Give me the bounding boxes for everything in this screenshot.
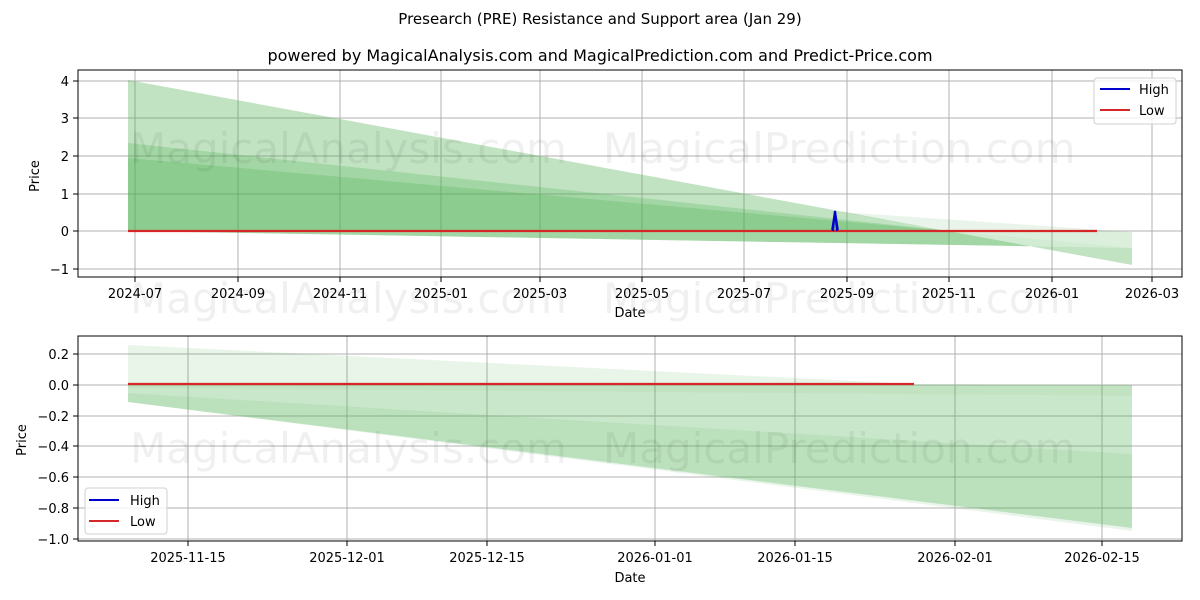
- x-tick-label: 2026-03: [1125, 287, 1179, 302]
- band-light-upper: [840, 212, 1132, 232]
- x-tick-label: 2026-02-15: [1064, 551, 1140, 566]
- y-tick-label: 4: [61, 75, 69, 90]
- legend-low-label: Low: [1139, 104, 1165, 119]
- x-tick-label: 2025-03: [513, 287, 567, 302]
- x-tick-label: 2026-01-15: [757, 551, 833, 566]
- top-grid: [78, 70, 1182, 277]
- x-tick-label: 2025-11: [922, 287, 976, 302]
- bottom-axes-frame: [77, 335, 1183, 542]
- top-x-ticks: 2024-07 2024-09 2024-11 2025-01 2025-03 …: [108, 277, 1179, 302]
- band-support-inner: [128, 158, 950, 231]
- top-high-spike: [832, 210, 838, 232]
- watermark-analysis: MagicalAnalysis.com: [130, 424, 567, 473]
- y-tick-label: −1: [50, 263, 69, 278]
- x-tick-label: 2024-07: [108, 287, 162, 302]
- y-tick-label: −1.0: [37, 533, 69, 548]
- y-tick-label: 0.0: [48, 379, 69, 394]
- top-x-axis-label: Date: [614, 306, 645, 321]
- y-tick-label: −0.4: [37, 440, 69, 455]
- top-bands: [128, 80, 1132, 265]
- top-y-axis-label: Price: [28, 160, 43, 192]
- top-axes-frame: [77, 69, 1183, 278]
- band-support-lower: [950, 231, 1132, 248]
- y-tick-label: 0: [61, 225, 69, 240]
- x-tick-label: 2026-01-01: [617, 551, 693, 566]
- y-tick-label: −0.6: [37, 471, 69, 486]
- bottom-y-ticks: 0.2 0.0 −0.2 −0.4 −0.6 −0.8 −1.0: [37, 348, 78, 548]
- band-support-outer: [128, 393, 1132, 528]
- x-tick-label: 2026-01: [1025, 287, 1079, 302]
- band-support-top: [128, 385, 1132, 396]
- x-tick-label: 2025-12-01: [309, 551, 385, 566]
- x-tick-label: 2025-12-15: [449, 551, 525, 566]
- band-resistance-light: [128, 345, 1132, 385]
- watermarks: MagicalAnalysis.com MagicalPrediction.co…: [130, 124, 1076, 473]
- legend-high-label: High: [130, 494, 160, 509]
- bottom-bands: [128, 345, 1132, 531]
- y-tick-label: 3: [61, 112, 69, 127]
- bottom-y-axis-label: Price: [15, 424, 30, 456]
- x-tick-label: 2025-05: [615, 287, 669, 302]
- bottom-plot: 0.2 0.0 −0.2 −0.4 −0.6 −0.8 −1.0 2025-11…: [15, 335, 1183, 586]
- legend-low-label: Low: [130, 515, 156, 530]
- x-tick-label: 2025-07: [717, 287, 771, 302]
- bottom-x-axis-label: Date: [614, 571, 645, 586]
- band-support-edge: [128, 402, 1132, 531]
- y-tick-label: 2: [61, 150, 69, 165]
- top-legend: High Low: [1093, 77, 1177, 125]
- x-tick-label: 2025-09: [820, 287, 874, 302]
- bottom-x-ticks: 2025-11-15 2025-12-01 2025-12-15 2026-01…: [150, 541, 1140, 566]
- band-support-mid: [128, 388, 1132, 454]
- top-y-ticks: 4 3 2 1 0 −1: [50, 75, 78, 278]
- x-tick-label: 2024-09: [211, 287, 265, 302]
- top-plot: 4 3 2 1 0 −1 2024-07 2024-09 2024-11 202…: [28, 69, 1183, 321]
- watermark-prediction: MagicalPrediction.com: [603, 424, 1076, 473]
- chart-subtitle: powered by MagicalAnalysis.com and Magic…: [267, 46, 933, 65]
- band-resistance-mid: [128, 143, 1132, 248]
- legend-high-label: High: [1139, 83, 1169, 98]
- y-tick-label: −0.8: [37, 502, 69, 517]
- x-tick-label: 2025-01: [414, 287, 468, 302]
- watermark-prediction: MagicalPrediction.com: [603, 274, 1076, 323]
- chart-title: Presearch (PRE) Resistance and Support a…: [398, 10, 802, 28]
- band-resistance-outer: [128, 80, 1132, 265]
- y-tick-label: 0.2: [48, 348, 69, 363]
- watermark-prediction: MagicalPrediction.com: [603, 124, 1076, 173]
- x-tick-label: 2025-11-15: [150, 551, 226, 566]
- x-tick-label: 2024-11: [313, 287, 367, 302]
- y-tick-label: 1: [61, 188, 69, 203]
- bottom-legend: High Low: [84, 487, 168, 535]
- watermark-analysis: MagicalAnalysis.com: [130, 274, 567, 323]
- y-tick-label: −0.2: [37, 410, 69, 425]
- x-tick-label: 2026-02-01: [917, 551, 993, 566]
- watermark-analysis: MagicalAnalysis.com: [130, 124, 567, 173]
